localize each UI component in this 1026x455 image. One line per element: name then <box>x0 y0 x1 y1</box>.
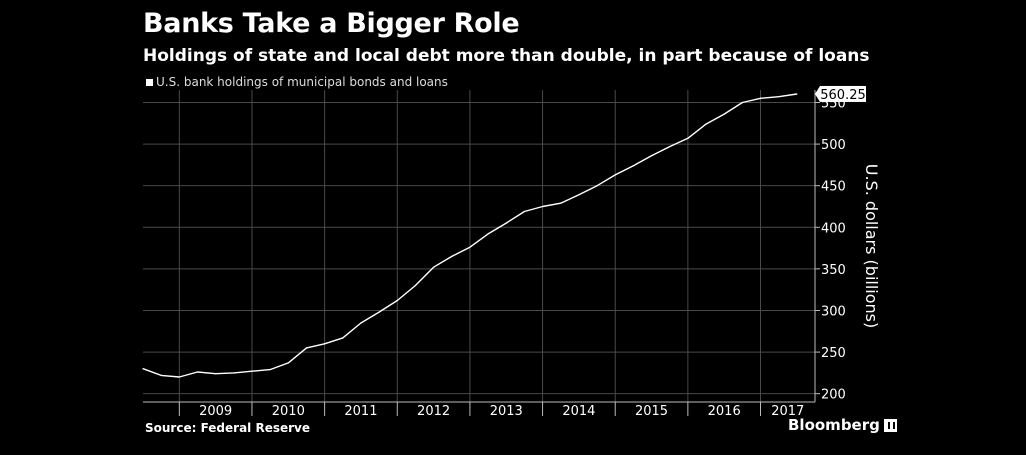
y-tick-label: 350 <box>821 263 846 278</box>
data-point <box>196 371 199 373</box>
data-point <box>487 233 489 235</box>
data-point <box>541 205 544 208</box>
x-tick-label: 2015 <box>635 404 668 419</box>
data-point <box>469 246 471 248</box>
data-point <box>233 372 235 374</box>
legend-label: U.S. bank holdings of municipal bonds an… <box>156 75 448 89</box>
brand-logo: Bloomberg <box>788 416 897 434</box>
x-tick-label: 2017 <box>771 404 804 419</box>
data-point <box>596 185 598 187</box>
data-point <box>560 202 562 204</box>
data-point <box>160 374 162 376</box>
data-point <box>251 370 253 372</box>
x-tick-label: 2014 <box>562 404 595 419</box>
data-point <box>324 343 326 345</box>
data-point <box>687 137 689 139</box>
bloomberg-logo-icon <box>883 418 897 432</box>
last-value-badge: 560.25 <box>815 85 866 103</box>
data-point <box>523 210 526 213</box>
y-tick-label: 400 <box>821 221 846 236</box>
data-point <box>705 123 707 125</box>
y-tick-label: 200 <box>821 388 846 403</box>
data-point <box>650 155 653 157</box>
y-tick-label: 250 <box>821 346 846 361</box>
data-point <box>414 284 417 287</box>
data-point <box>287 362 289 364</box>
data-point <box>614 174 616 176</box>
series-layer <box>142 93 798 378</box>
x-tick-label: 2012 <box>417 404 450 419</box>
y-tick-label: 500 <box>821 138 846 153</box>
data-point <box>578 194 580 196</box>
x-tick-label: 2011 <box>344 404 377 419</box>
x-tick-label: 2016 <box>708 404 741 419</box>
chart-subtitle: Holdings of state and local debt more th… <box>143 46 870 66</box>
data-point <box>396 299 398 302</box>
data-point <box>178 376 180 378</box>
x-axis: 2009 2010 2011 2012 2013 2014 2015 2016 2017 <box>143 401 815 419</box>
y-tick-label: 300 <box>821 304 846 319</box>
data-point <box>632 165 634 167</box>
y-axis-label: U.S. dollars (billions) <box>862 164 881 328</box>
brand-name: Bloomberg <box>788 416 880 434</box>
data-point <box>269 368 271 371</box>
data-point <box>723 113 725 115</box>
legend: U.S. bank holdings of municipal bonds an… <box>146 75 448 89</box>
legend-swatch <box>146 78 153 86</box>
data-point <box>342 337 344 339</box>
x-tick-label: 2013 <box>490 404 523 419</box>
data-point <box>759 97 762 99</box>
data-point <box>505 222 507 224</box>
data-point <box>142 368 144 370</box>
data-point <box>796 93 798 95</box>
data-point <box>778 96 780 98</box>
data-point <box>215 373 217 375</box>
data-point <box>432 266 435 268</box>
y-tick-label: 450 <box>821 180 846 195</box>
data-point <box>378 311 380 313</box>
data-point <box>669 145 671 148</box>
last-value-pointer <box>815 85 820 102</box>
grid-lines <box>143 90 815 402</box>
x-tick-label: 2010 <box>272 404 305 419</box>
source-note: Source: Federal Reserve <box>145 421 310 435</box>
x-tick-label: 2009 <box>199 404 232 419</box>
last-value-label: 560.25 <box>820 88 866 103</box>
data-point <box>305 347 308 349</box>
last-value-box <box>820 85 866 102</box>
chart-title: Banks Take a Bigger Role <box>143 8 520 39</box>
data-point <box>741 101 743 104</box>
data-point <box>360 322 362 324</box>
data-point <box>451 255 453 257</box>
